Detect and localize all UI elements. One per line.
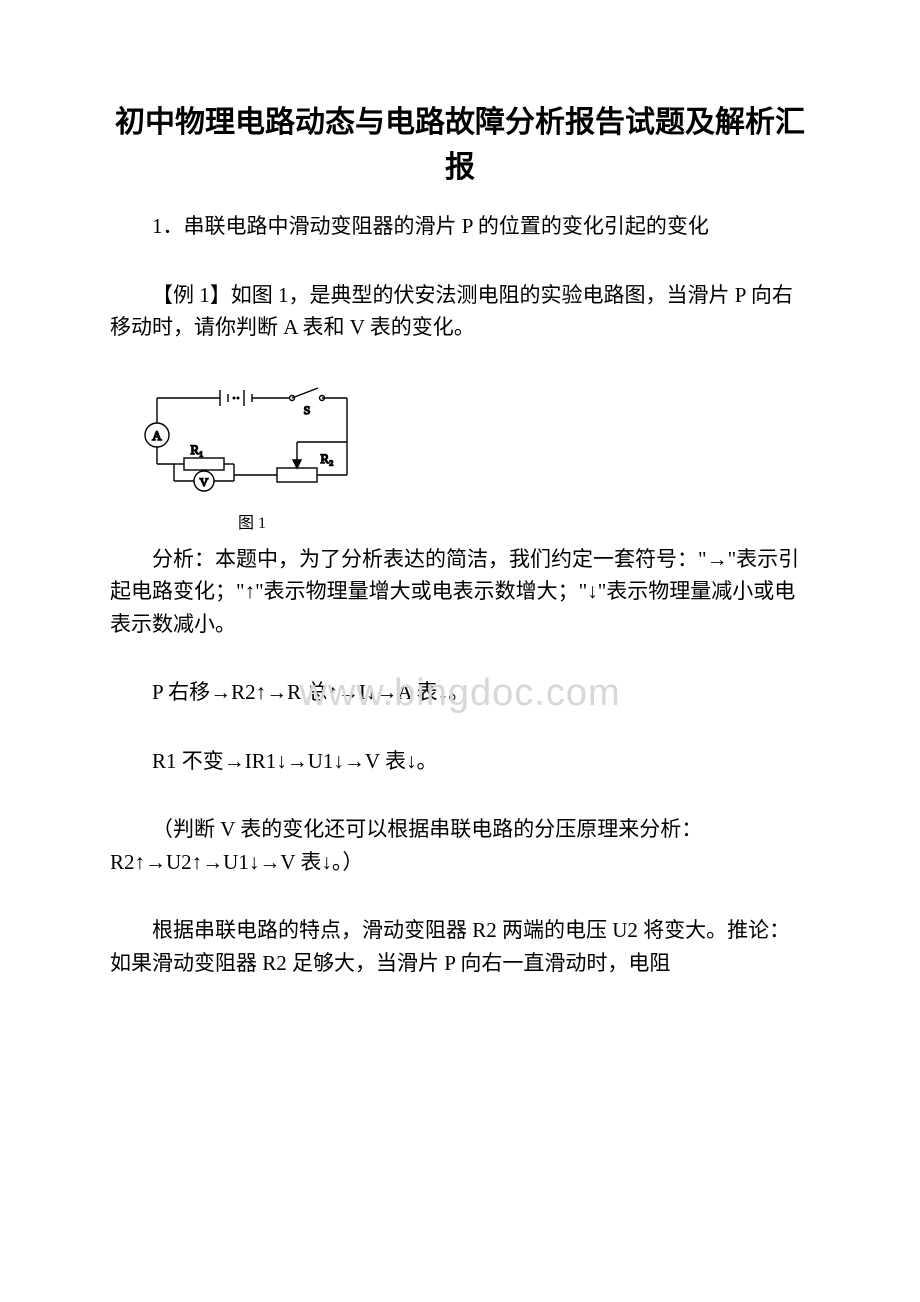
r1-label: R₁	[190, 442, 203, 457]
paragraph-1: 1．串联电路中滑动变阻器的滑片 P 的位置的变化引起的变化	[110, 210, 810, 243]
paragraph-2: 【例 1】如图 1，是典型的伏安法测电阻的实验电路图，当滑片 P 向右移动时，请…	[110, 279, 810, 344]
ammeter-label: A	[152, 428, 162, 443]
circuit-diagram-svg: A S R₂	[142, 380, 362, 500]
paragraph-6: （判断 V 表的变化还可以根据串联电路的分压原理来分析：R2↑→U2↑→U1↓→…	[110, 813, 810, 878]
switch-label: S	[304, 403, 311, 417]
paragraph-3: 分析：本题中，为了分析表达的简洁，我们约定一套符号："→"表示引起电路变化；"↑…	[110, 543, 810, 641]
document-title: 初中物理电路动态与电路故障分析报告试题及解析汇报	[110, 100, 810, 190]
r2-label: R₂	[320, 451, 333, 466]
paragraph-4: P 右移→R2↑→R 总↑→I↓→A 表↓。	[110, 676, 810, 709]
paragraph-7: 根据串联电路的特点，滑动变阻器 R2 两端的电压 U2 将变大。推论：如果滑动变…	[110, 914, 810, 979]
circuit-diagram-figure: A S R₂	[142, 380, 810, 533]
diagram-caption: 图 1	[142, 509, 362, 533]
voltmeter-label: V	[200, 475, 209, 489]
paragraph-5: R1 不变→IR1↓→U1↓→V 表↓。	[110, 745, 810, 778]
